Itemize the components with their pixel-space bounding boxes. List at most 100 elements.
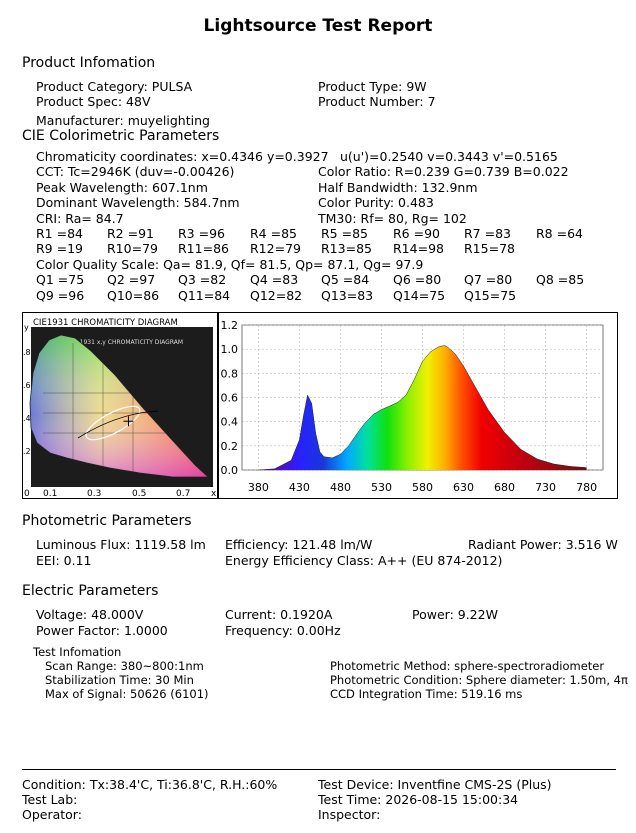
x-tick: 0.7 <box>176 489 190 498</box>
y-tick: .2 <box>23 447 31 456</box>
y-tick-label: 0.4 <box>221 416 239 429</box>
footer-divider <box>22 769 616 770</box>
power: Power: 9.22W <box>412 607 498 622</box>
peak-wavelength: Peak Wavelength: 607.1nm <box>36 180 208 195</box>
x-tick-label: 730 <box>535 481 556 494</box>
r-value: R14=98 <box>393 241 444 256</box>
cie-diagram-svg: CIE 1931 x,y CHROMATICITY DIAGRAM CIE193… <box>23 318 217 499</box>
product-type: Product Type: 9W <box>318 79 427 94</box>
q-value: Q3 =82 <box>178 272 227 287</box>
energy-class: Energy Efficiency Class: A++ (EU 874-201… <box>225 553 503 568</box>
frequency: Frequency: 0.00Hz <box>225 623 341 638</box>
stabilization-time: Stabilization Time: 30 Min <box>45 673 194 687</box>
x-tick-label: 380 <box>248 481 269 494</box>
test-condition: Condition: Tx:38.4'C, Ti:36.8'C, R.H.:60… <box>22 777 278 792</box>
current: Current: 0.1920A <box>225 607 333 622</box>
cie-diagram-title: CIE1931 CHROMATICITY DIAGRAM <box>33 318 178 328</box>
test-device: Test Device: Inventfine CMS-2S (Plus) <box>318 777 552 792</box>
q-value: Q8 =85 <box>536 272 585 287</box>
color-quality-scale: Color Quality Scale: Qa= 81.9, Qf= 81.5,… <box>36 257 424 272</box>
q-value: Q11=84 <box>178 288 231 303</box>
spectrum-chart-svg: 0.0 0.2 0.4 0.6 0.8 1.0 1.2 380 430 480 530 580 630 6… <box>221 319 604 494</box>
ccd-integration-time: CCD Integration Time: 519.16 ms <box>330 687 523 701</box>
spectrum-line <box>258 345 587 471</box>
r-value: R9 =19 <box>36 241 83 256</box>
r-value: R10=79 <box>107 241 158 256</box>
x-tick-label: 580 <box>412 481 433 494</box>
r-value: R8 =64 <box>536 226 583 241</box>
cie-inner-label: CIE 1931 x,y CHROMATICITY DIAGRAM <box>68 339 183 346</box>
r-value: R12=79 <box>250 241 301 256</box>
q-value: Q10=86 <box>107 288 160 303</box>
y-tick-label: 0.8 <box>221 367 239 380</box>
y-tick-label: 1.2 <box>221 319 239 332</box>
test-info-heading: Test Infomation <box>33 645 122 659</box>
x-tick: 0 <box>24 489 30 498</box>
x-axis-label: x <box>211 489 217 498</box>
x-tick-label: 780 <box>576 481 597 494</box>
y-tick-label: 0.6 <box>221 392 239 405</box>
planckian-ellipse <box>85 405 141 441</box>
x-tick-label: 680 <box>494 481 515 494</box>
y-tick-label: 0.0 <box>221 464 239 477</box>
q-value: Q9 =96 <box>36 288 85 303</box>
q-value: Q5 =84 <box>321 272 370 287</box>
product-heading: Product Infomation <box>22 55 156 71</box>
spectrum-area <box>258 345 587 470</box>
r-value: R4 =85 <box>250 226 297 241</box>
x-tick-label: 480 <box>330 481 351 494</box>
x-tick: 0.1 <box>43 489 57 498</box>
r-value: R3 =96 <box>178 226 225 241</box>
uv-coords: u(u')=0.2540 v=0.3443 v'=0.5165 <box>340 149 558 164</box>
r-value: R7 =83 <box>464 226 511 241</box>
q-value: Q12=82 <box>250 288 303 303</box>
x-tick-label: 530 <box>371 481 392 494</box>
radiant-power: Radiant Power: 3.516 W <box>468 537 618 552</box>
x-tick-label: 630 <box>453 481 474 494</box>
scan-range: Scan Range: 380~800:1nm <box>45 659 204 673</box>
r-value: R5 =85 <box>321 226 368 241</box>
q-value: Q13=83 <box>321 288 374 303</box>
y-tick: .6 <box>23 381 31 390</box>
power-factor: Power Factor: 1.0000 <box>36 623 168 638</box>
q-value: Q6 =80 <box>393 272 442 287</box>
y-tick: .4 <box>23 414 31 423</box>
r-value: R15=78 <box>464 241 515 256</box>
r-value: R2 =91 <box>107 226 154 241</box>
r-value: R11=86 <box>178 241 229 256</box>
inspector: Inspector: <box>318 807 381 822</box>
y-axis-label: y <box>24 323 29 332</box>
q-value: Q2 =97 <box>107 272 156 287</box>
x-tick: 0.3 <box>87 489 101 498</box>
q-value: Q15=75 <box>464 288 517 303</box>
chromaticity-point <box>123 416 134 427</box>
product-category: Product Category: PULSA <box>36 79 193 94</box>
product-number: Product Number: 7 <box>318 94 436 109</box>
chromaticity: Chromaticity coordinates: x=0.4346 y=0.3… <box>36 149 329 164</box>
efficiency: Efficiency: 121.48 lm/W <box>225 537 373 552</box>
q-value: Q7 =80 <box>464 272 513 287</box>
q-value: Q4 =83 <box>250 272 299 287</box>
tm30: TM30: Rf= 80, Rg= 102 <box>318 211 467 226</box>
photometric-heading: Photometric Parameters <box>22 513 192 529</box>
photometric-method: Photometric Method: sphere-spectroradiom… <box>330 659 605 673</box>
color-ratio: Color Ratio: R=0.239 G=0.739 B=0.022 <box>318 164 569 179</box>
product-spec: Product Spec: 48V <box>36 94 151 109</box>
r-value: R13=85 <box>321 241 372 256</box>
manufacturer: Manufacturer: muyelighting <box>36 113 210 128</box>
q-value: Q1 =75 <box>36 272 85 287</box>
y-tick-label: 1.0 <box>221 343 239 356</box>
y-tick: .8 <box>23 348 31 357</box>
voltage: Voltage: 48.000V <box>36 607 144 622</box>
operator: Operator: <box>22 807 82 822</box>
q-value: Q14=75 <box>393 288 446 303</box>
cri: CRI: Ra= 84.7 <box>36 211 124 226</box>
x-tick: 0.5 <box>132 489 146 498</box>
half-bandwidth: Half Bandwidth: 132.9nm <box>318 180 478 195</box>
max-signal: Max of Signal: 50626 (6101) <box>45 687 209 701</box>
test-lab: Test Lab: <box>22 792 78 807</box>
photometric-condition: Photometric Condition: Sphere diameter: … <box>330 673 628 687</box>
eei: EEI: 0.11 <box>36 553 92 568</box>
spectrum-chart: 0.0 0.2 0.4 0.6 0.8 1.0 1.2 380 430 480 530 580 630 6… <box>218 312 618 499</box>
dominant-wavelength: Dominant Wavelength: 584.7nm <box>36 195 240 210</box>
